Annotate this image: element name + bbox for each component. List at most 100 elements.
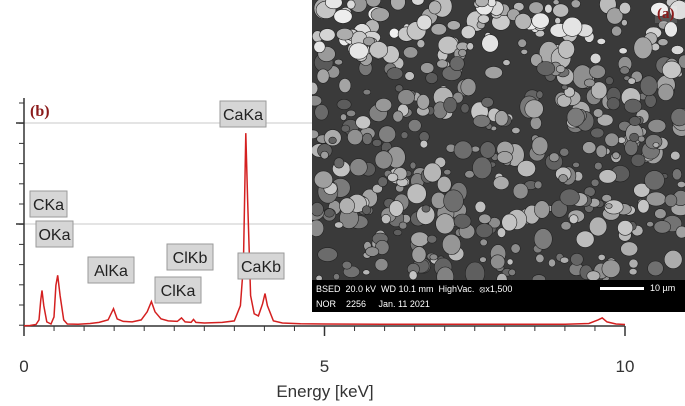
sem-grain [317,247,338,262]
sem-grain [670,150,681,161]
sem-grain [586,270,601,280]
sem-grain [428,0,442,15]
sem-grain [404,71,415,81]
x-tick-label: 0 [19,357,28,376]
sem-scale-label: 10 µm [650,283,676,293]
sem-grain [601,194,612,203]
sem-grain [566,107,585,127]
sem-grain [378,125,396,143]
sem-grain [338,78,352,93]
sem-grain [362,88,372,96]
sem-grain [628,116,641,126]
sem-grain [493,176,510,190]
sem-grain [460,25,476,40]
x-tick-label: 5 [320,357,329,376]
sem-grain [596,38,606,45]
sem-grain [550,199,568,218]
sem-grain [661,60,682,79]
sem-grain [611,25,622,37]
sem-grain [355,115,371,130]
sem-grain [446,20,461,31]
sem-grain [582,141,597,154]
sem-grain [339,197,355,215]
sem-grain [663,250,683,270]
sem-grain [429,253,438,261]
peak-label-text: CaKa [223,107,263,124]
sem-grain [524,99,544,119]
sem-grain [621,19,628,27]
sem-grain [637,135,646,143]
peak-label-box [237,252,285,280]
sem-grain [406,183,427,204]
sem-grain [536,90,544,99]
sem-grain [529,116,542,130]
sem-grain [314,104,329,121]
sem-grain [628,268,638,276]
sem-grain [370,7,390,22]
sem-grain [624,139,639,156]
sem-grain [474,200,487,213]
sem-grain [408,119,422,132]
sem-grain [403,46,419,59]
sem-grain [348,42,369,60]
sem-grain [617,220,634,236]
sem-grain [644,170,665,191]
peak-label-box [29,190,68,218]
sem-grain [481,97,494,108]
sem-grain [559,256,570,264]
sem-grain [394,84,404,93]
sem-grain [479,141,496,159]
peak-label-box [35,220,74,248]
sem-grain [508,268,516,277]
sem-grain [377,176,388,187]
sem-grain [388,27,400,39]
sem-grain [315,274,323,280]
peak-label: ClKa [154,276,202,304]
sem-grain [386,67,404,80]
spectrum-series-line [23,133,626,327]
sem-grain [606,97,621,111]
sem-grain [416,39,426,49]
peak-label-box [87,256,135,284]
sem-grain [664,21,678,38]
sem-grain [336,28,354,41]
x-axis-title: Energy [keV] [276,382,373,401]
peak-label-text: OKa [38,227,70,244]
sem-grain [312,129,319,139]
sem-micrograph-panel: (a) BSED 20.0 kV WD 10.1 mm HighVac. ⦻x1… [312,0,685,312]
sem-grain [496,151,513,164]
sem-grain [618,47,628,55]
sem-grain [392,110,404,123]
sem-grain [558,174,568,183]
sem-grain [411,246,427,263]
sem-grain [334,221,344,229]
sem-grain [570,252,584,266]
sem-grain [443,96,458,114]
sem-grain [416,14,433,31]
sem-grain [481,34,499,53]
sem-grain [398,221,408,230]
sem-grain [595,144,608,158]
sem-grain [555,65,566,73]
sem-grain [389,200,404,217]
sem-grain [319,28,336,42]
sem-grain [375,98,393,113]
sem-grain [531,12,550,29]
sem-grain [657,38,669,47]
sem-grain [517,160,536,178]
sem-grain [460,78,477,97]
sem-grain [372,184,383,194]
sem-grain [612,151,620,160]
sem-grain [387,172,399,183]
peak-label: CaKa [219,100,267,128]
peak-label-text: ClKa [161,283,196,300]
sem-grain [362,132,373,145]
sem-grain [346,0,356,10]
sem-grain [554,17,561,25]
sem-grain [512,183,529,200]
sem-grain [628,258,639,269]
sem-grain [548,258,556,268]
peak-label: CaKb [237,252,285,280]
sem-grain [605,76,614,85]
